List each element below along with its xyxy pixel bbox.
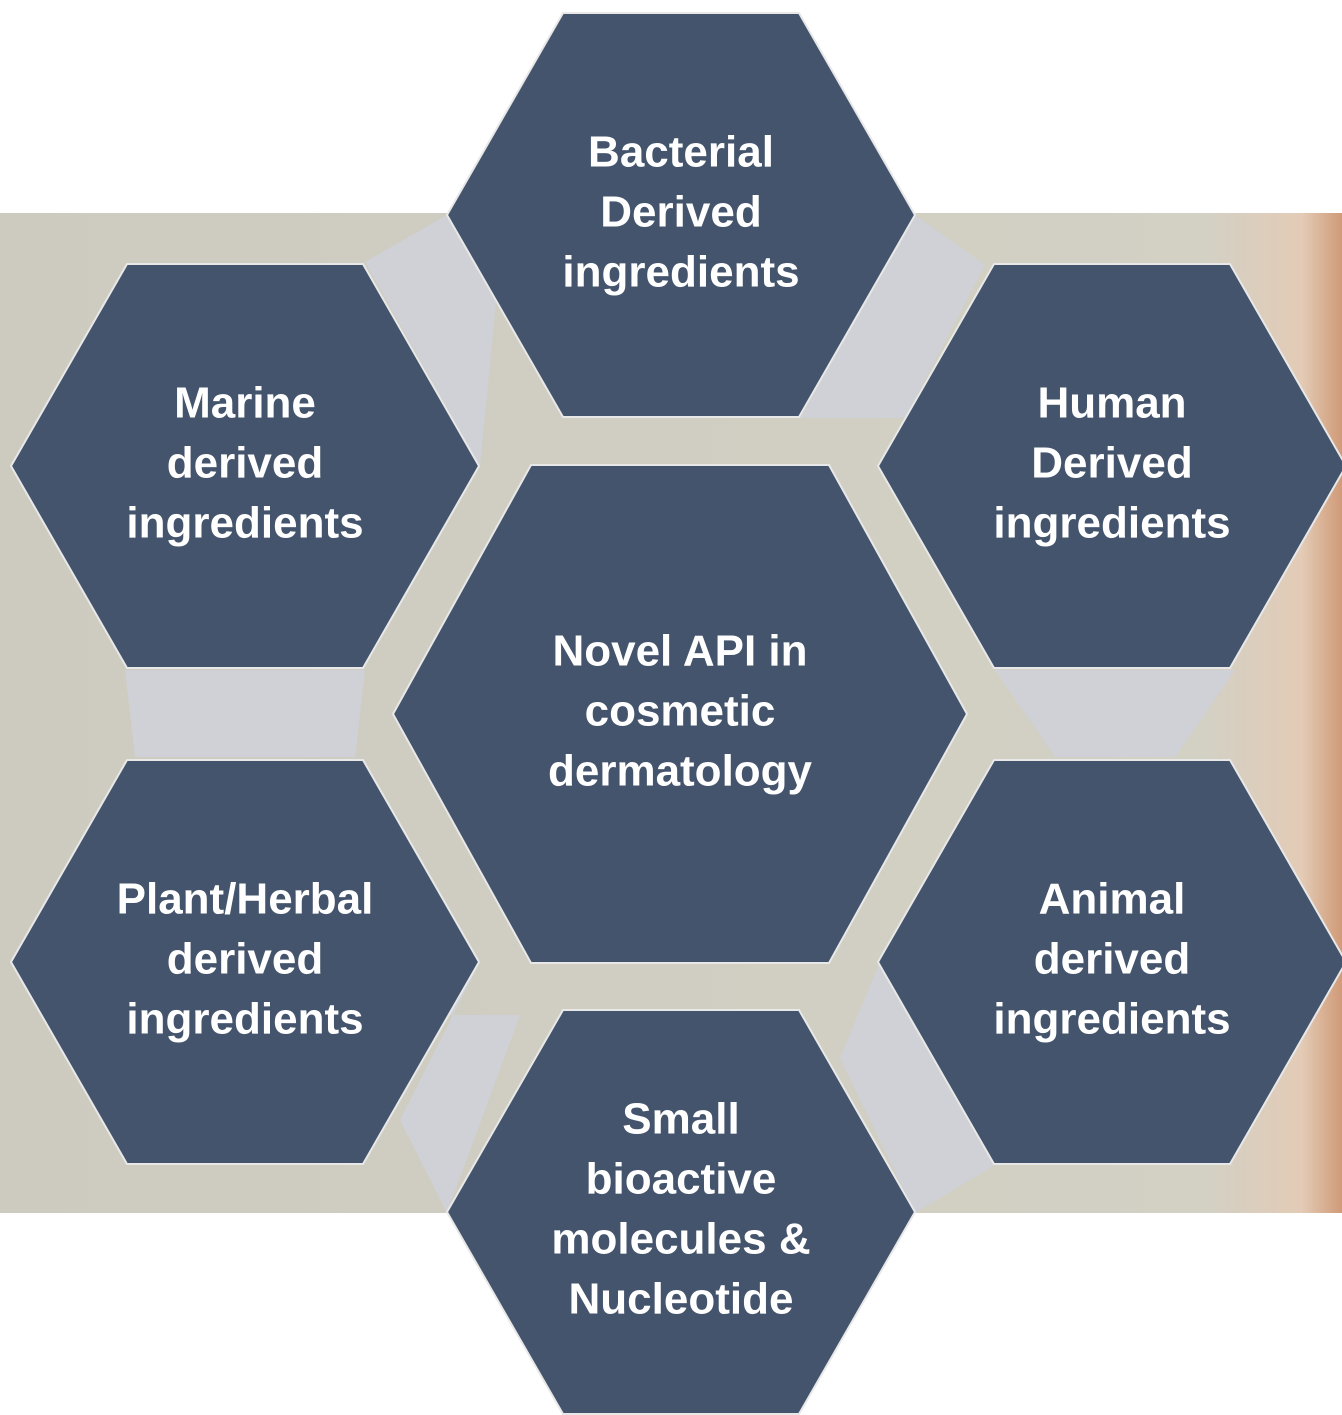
hexagon-label: Plant/Herbal <box>117 875 374 924</box>
hexagon-label: Novel API in <box>552 627 807 676</box>
hexagon-label: derived <box>167 935 324 984</box>
hexagon-label: Bacterial <box>588 128 774 177</box>
diagram: Bacterial Derived ingredients Human Derived i… <box>0 0 1342 1415</box>
hexagon-label: Derived <box>600 188 761 237</box>
hexagon-label: cosmetic <box>585 687 776 736</box>
hexagon-label: Marine <box>174 379 316 428</box>
hexagon-label: ingredients <box>993 499 1230 548</box>
hexagon-label: derived <box>167 439 324 488</box>
hexagon-label: dermatology <box>548 747 813 796</box>
hexagon-label: Human <box>1037 379 1186 428</box>
hexagon-label: bioactive <box>586 1155 777 1204</box>
hexagon-label: Small <box>622 1095 739 1144</box>
hexagon-label: molecules & <box>551 1215 810 1264</box>
hexagon-label: Derived <box>1031 439 1192 488</box>
hexagon-label: ingredients <box>126 995 363 1044</box>
hexagon-label: ingredients <box>993 995 1230 1044</box>
hexagon-label: Nucleotide <box>569 1275 794 1324</box>
hexagon-label: ingredients <box>126 499 363 548</box>
hexagon-label: Animal <box>1039 875 1186 924</box>
hexagon-label: derived <box>1034 935 1191 984</box>
hexagon-label: ingredients <box>562 248 799 297</box>
